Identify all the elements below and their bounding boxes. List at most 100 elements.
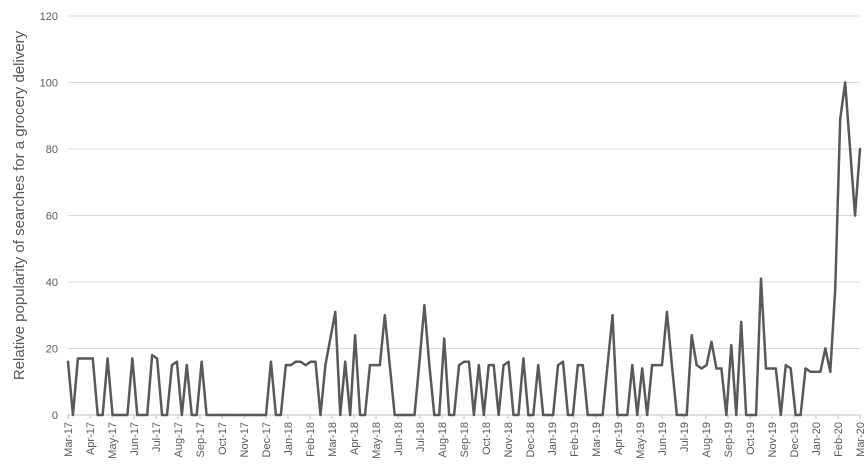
data-point xyxy=(843,81,847,84)
data-point xyxy=(542,413,545,417)
x-tick-label: Sep-18 xyxy=(459,422,471,457)
data-point xyxy=(264,413,268,417)
data-point xyxy=(527,413,530,417)
x-tick-label: Jul-19 xyxy=(679,422,691,452)
data-point xyxy=(131,357,134,360)
data-point xyxy=(660,363,664,367)
data-point xyxy=(537,363,540,367)
data-point xyxy=(447,413,451,417)
data-point xyxy=(195,413,198,417)
data-point xyxy=(334,310,337,314)
data-point xyxy=(274,413,278,417)
data-point xyxy=(165,413,169,417)
data-point xyxy=(725,413,728,417)
data-point xyxy=(774,367,778,370)
gridlines xyxy=(68,15,860,349)
data-point xyxy=(601,413,604,417)
data-point xyxy=(81,357,85,360)
data-point xyxy=(665,310,669,314)
data-point xyxy=(200,360,203,363)
data-point xyxy=(136,413,139,417)
data-point xyxy=(472,413,476,417)
x-tick-label: Feb-19 xyxy=(569,422,581,457)
data-point xyxy=(834,287,837,290)
x-tick-label: Jan-19 xyxy=(547,422,559,456)
x-tick-label: May-19 xyxy=(635,422,647,459)
data-point xyxy=(126,413,129,417)
data-point xyxy=(586,413,589,417)
y-axis-ticks: 0 20 40 60 80 100 120 xyxy=(40,11,58,422)
data-point xyxy=(185,363,188,367)
data-point xyxy=(611,314,614,317)
y-tick-label: 40 xyxy=(46,277,58,289)
x-tick-label: May-17 xyxy=(107,422,119,459)
data-point xyxy=(596,413,599,417)
data-point xyxy=(249,413,253,417)
data-point xyxy=(121,413,124,417)
data-point xyxy=(799,413,802,417)
data-point xyxy=(383,314,386,317)
x-tick-label: Jan-20 xyxy=(811,422,823,456)
data-point xyxy=(829,370,832,373)
data-point xyxy=(269,360,273,363)
x-tick-label: Aug-18 xyxy=(437,422,449,457)
data-point xyxy=(413,413,416,417)
data-point xyxy=(566,413,570,417)
data-point xyxy=(749,413,753,417)
x-tick-label: Mar-18 xyxy=(327,422,339,457)
data-point xyxy=(576,363,580,367)
data-point xyxy=(398,413,401,417)
data-point xyxy=(730,343,733,347)
data-point xyxy=(368,363,372,367)
x-tick-label: May-18 xyxy=(371,422,383,459)
data-point xyxy=(294,360,297,363)
data-point xyxy=(116,413,119,417)
data-point xyxy=(571,413,575,417)
x-tick-label: Aug-19 xyxy=(701,422,713,457)
data-point xyxy=(507,360,510,363)
x-tick-label: Apr-17 xyxy=(85,422,97,455)
data-point xyxy=(546,413,550,417)
x-tick-label: Dec-18 xyxy=(525,422,537,457)
y-axis-title: Relative popularity of searches for a gr… xyxy=(11,30,28,380)
x-tick-label: Dec-19 xyxy=(789,422,801,457)
x-tick-label: Nov-18 xyxy=(503,422,515,457)
data-point xyxy=(71,413,75,417)
data-point xyxy=(324,363,327,367)
x-tick-label: Apr-19 xyxy=(613,422,625,455)
data-point xyxy=(591,413,594,417)
data-point xyxy=(482,413,485,417)
data-point xyxy=(616,413,619,417)
data-point xyxy=(764,367,768,370)
data-point xyxy=(735,413,738,417)
data-point xyxy=(358,413,362,417)
data-point xyxy=(150,353,154,357)
x-tick-label: Oct-17 xyxy=(217,422,229,455)
data-point xyxy=(606,363,609,367)
data-point xyxy=(670,363,674,367)
data-point xyxy=(626,413,629,417)
data-point xyxy=(641,367,644,370)
data-point xyxy=(205,413,208,417)
data-point xyxy=(581,363,584,367)
series-layer xyxy=(66,81,862,417)
data-point xyxy=(502,363,505,367)
data-point xyxy=(254,413,258,417)
data-point xyxy=(715,367,718,370)
data-point xyxy=(348,413,352,417)
data-point xyxy=(754,413,758,417)
data-point xyxy=(438,413,441,417)
y-tick-label: 100 xyxy=(40,78,58,90)
y-tick-label: 120 xyxy=(40,11,58,23)
data-point xyxy=(141,413,144,417)
data-point xyxy=(645,413,649,417)
data-point xyxy=(685,413,688,417)
data-point xyxy=(210,413,213,417)
data-point xyxy=(418,360,421,363)
data-point xyxy=(378,363,382,367)
data-point xyxy=(403,413,406,417)
data-point xyxy=(279,413,283,417)
data-point xyxy=(433,413,436,417)
x-tick-label: Jun-18 xyxy=(393,422,405,456)
data-point xyxy=(744,413,748,417)
